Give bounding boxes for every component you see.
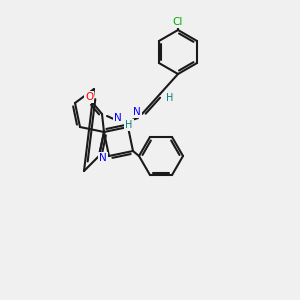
Text: O: O bbox=[85, 92, 93, 102]
Text: Cl: Cl bbox=[173, 17, 183, 27]
Text: N: N bbox=[133, 107, 141, 117]
Text: H: H bbox=[125, 120, 133, 130]
Text: N: N bbox=[99, 153, 107, 163]
Text: N: N bbox=[114, 113, 122, 123]
Text: H: H bbox=[166, 93, 174, 103]
